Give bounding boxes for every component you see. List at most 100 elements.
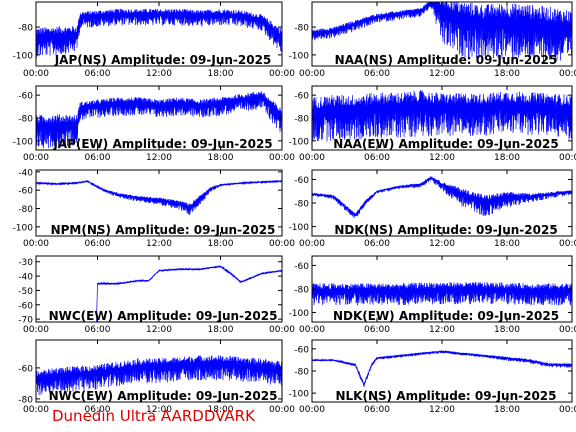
y-tick-label: -80 xyxy=(18,205,33,215)
x-tick-label: 12:00 xyxy=(146,239,172,249)
amplitude-trace xyxy=(36,355,282,396)
panel-title: JAP(EW) Amplitude: 09-Jun-2025 xyxy=(52,137,272,151)
amplitude-trace xyxy=(36,8,282,58)
x-tick-label: 18:00 xyxy=(494,69,520,79)
y-tick-label: -40 xyxy=(18,168,33,178)
y-tick-label: -60 xyxy=(18,301,33,311)
panel-title: NPM(NS) Amplitude: 09-Jun-2025 xyxy=(51,223,276,237)
amplitude-trace xyxy=(312,282,572,306)
y-tick-label: -100 xyxy=(289,309,310,319)
x-tick-label: 00:00 xyxy=(23,325,49,335)
panel-title: NWC(EW) Amplitude: 09-Jun-2025 xyxy=(49,309,278,323)
chart-panel-8: 00:00 06:00 12:00 18:00 00:00 -100 -80 -60 NDK(E… xyxy=(289,255,576,335)
x-tick-label: 06:00 xyxy=(364,69,390,79)
x-tick-label: 06:00 xyxy=(85,239,111,249)
chart-panel-1: 00:00 06:00 12:00 18:00 00:00 -100 -80 JAP(NS) … xyxy=(13,1,295,79)
x-tick-label: 12:00 xyxy=(146,69,172,79)
x-tick-label: 18:00 xyxy=(208,405,234,415)
panel-title: NAA(EW) Amplitude: 09-Jun-2025 xyxy=(333,137,558,151)
y-tick-label: -80 xyxy=(18,395,33,405)
x-tick-label: 18:00 xyxy=(208,69,234,79)
chart-panel-3: 00:00 06:00 12:00 18:00 00:00 -100 -80 -60 JAP(E… xyxy=(13,85,295,163)
y-tick-label: -80 xyxy=(18,24,33,34)
x-tick-label: 00:00 xyxy=(559,405,576,415)
x-tick-label: 12:00 xyxy=(429,69,455,79)
x-tick-label: 18:00 xyxy=(494,153,520,163)
x-tick-label: 12:00 xyxy=(429,153,455,163)
x-tick-label: 00:00 xyxy=(559,153,576,163)
x-tick-label: 18:00 xyxy=(494,239,520,249)
x-tick-label: 12:00 xyxy=(429,325,455,335)
y-tick-label: -100 xyxy=(289,390,310,400)
amplitude-trace xyxy=(312,90,572,142)
x-tick-label: 06:00 xyxy=(85,405,111,415)
x-tick-label: 18:00 xyxy=(494,405,520,415)
y-tick-label: -70 xyxy=(18,316,33,326)
x-tick-label: 06:00 xyxy=(85,325,111,335)
chart-panel-10: 00:00 06:00 12:00 18:00 00:00 -100 -80 -60 NLK(N… xyxy=(289,339,576,415)
x-tick-label: 00:00 xyxy=(23,405,49,415)
x-tick-label: 00:00 xyxy=(299,325,325,335)
y-tick-label: -80 xyxy=(294,24,309,34)
amplitude-trace xyxy=(312,2,572,63)
x-tick-label: 12:00 xyxy=(146,153,172,163)
x-tick-label: 00:00 xyxy=(269,153,295,163)
panel-title: JAP(NS) Amplitude: 09-Jun-2025 xyxy=(54,53,272,67)
panel-title: NWC(EW) Amplitude: 09-Jun-2025 xyxy=(49,389,278,403)
x-tick-label: 18:00 xyxy=(208,239,234,249)
panel-title: NAA(NS) Amplitude: 09-Jun-2025 xyxy=(335,53,558,67)
x-tick-label: 12:00 xyxy=(429,405,455,415)
y-tick-label: -30 xyxy=(18,258,33,268)
x-tick-label: 00:00 xyxy=(559,239,576,249)
amplitude-trace xyxy=(36,179,282,216)
x-tick-label: 06:00 xyxy=(85,153,111,163)
x-tick-label: 00:00 xyxy=(23,239,49,249)
y-tick-label: -60 xyxy=(294,262,309,272)
x-tick-label: 00:00 xyxy=(299,153,325,163)
amplitude-trace xyxy=(312,350,572,387)
x-tick-label: 00:00 xyxy=(559,69,576,79)
y-tick-label: -100 xyxy=(13,137,34,147)
y-tick-label: -80 xyxy=(18,115,33,125)
y-tick-label: -100 xyxy=(289,51,310,61)
y-tick-label: -60 xyxy=(18,187,33,197)
y-tick-label: -100 xyxy=(289,223,310,233)
footer-credit: Dunedin Ultra AARDDVARK xyxy=(52,407,255,425)
chart-panel-5: 00:00 06:00 12:00 18:00 00:00 -100 -80 -60 -40 NP… xyxy=(13,168,296,249)
x-tick-label: 00:00 xyxy=(299,239,325,249)
x-tick-label: 18:00 xyxy=(208,153,234,163)
y-tick-label: -60 xyxy=(294,92,309,102)
amplitude-trace xyxy=(36,264,282,322)
y-tick-label: -100 xyxy=(289,137,310,147)
x-tick-label: 06:00 xyxy=(85,69,111,79)
x-tick-label: 06:00 xyxy=(364,405,390,415)
y-tick-label: -100 xyxy=(13,223,34,233)
y-tick-label: -60 xyxy=(18,364,33,374)
amplitude-trace xyxy=(312,176,572,219)
x-tick-label: 06:00 xyxy=(364,239,390,249)
panel-title: NDK(EW) Amplitude: 09-Jun-2025 xyxy=(333,309,559,323)
x-tick-label: 00:00 xyxy=(269,325,295,335)
x-tick-label: 00:00 xyxy=(23,153,49,163)
x-tick-label: 00:00 xyxy=(269,69,295,79)
chart-panel-7: 00:00 06:00 12:00 18:00 00:00-70-60-50-40-30… xyxy=(18,255,295,335)
y-tick-label: -40 xyxy=(18,273,33,283)
amplitude-trace xyxy=(36,91,282,149)
panel-title: NLK(NS) Amplitude: 09-Jun-2025 xyxy=(335,389,556,403)
panel-title: NDK(NS) Amplitude: 09-Jun-2025 xyxy=(334,223,557,237)
y-tick-label: -80 xyxy=(294,368,309,378)
x-tick-label: 00:00 xyxy=(269,239,295,249)
y-tick-label: -80 xyxy=(294,115,309,125)
y-tick-label: -60 xyxy=(294,176,309,186)
y-tick-label: -60 xyxy=(18,92,33,102)
x-tick-label: 12:00 xyxy=(429,239,455,249)
x-tick-label: 18:00 xyxy=(494,325,520,335)
y-tick-label: -50 xyxy=(18,287,33,297)
chart-panel-6: 00:00 06:00 12:00 18:00 00:00 -100 -80 -60 NDK(N… xyxy=(289,169,576,249)
x-tick-label: 12:00 xyxy=(146,325,172,335)
y-tick-label: -80 xyxy=(294,286,309,296)
x-tick-label: 06:00 xyxy=(364,153,390,163)
x-tick-label: 06:00 xyxy=(364,325,390,335)
chart-panel-2: 00:00 06:00 12:00 18:00 00:00 -100 -80 NAA(NS) … xyxy=(289,1,576,79)
